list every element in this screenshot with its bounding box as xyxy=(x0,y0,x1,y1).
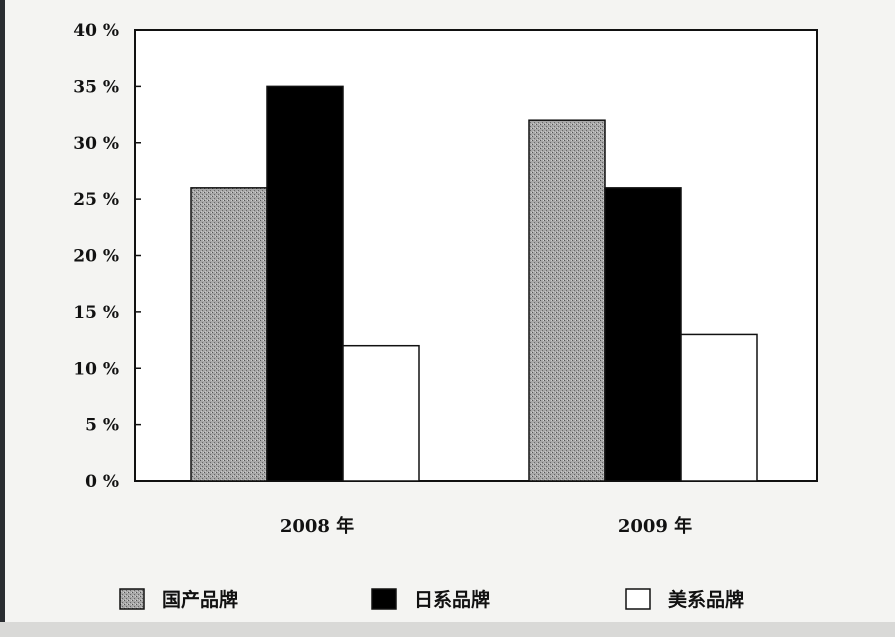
bar-1-0 xyxy=(528,119,606,482)
y-tick-label: 15 % xyxy=(73,303,119,323)
bar-0-0 xyxy=(190,187,268,482)
x-category-label: 2008 年 xyxy=(280,515,354,537)
bar-1-2 xyxy=(680,333,758,482)
y-tick-label: 10 % xyxy=(73,359,119,379)
bar-0-1 xyxy=(266,85,344,482)
y-tick-label: 5 % xyxy=(85,416,119,436)
legend-label-1: 日系品牌 xyxy=(414,588,490,611)
window-edge-bottom xyxy=(0,622,895,637)
window-edge-left xyxy=(0,0,5,637)
bar-group xyxy=(190,85,758,482)
legend-swatch-0 xyxy=(119,588,145,610)
legend-label-0: 国产品牌 xyxy=(162,588,238,611)
legend: 国产品牌 日系品牌 美系品牌 xyxy=(119,588,744,611)
legend-label-2: 美系品牌 xyxy=(668,588,744,611)
y-tick-label: 30 % xyxy=(73,134,119,154)
y-tick-label: 35 % xyxy=(73,77,119,97)
x-axis: 2008 年 2009 年 xyxy=(280,515,692,537)
y-tick-label: 20 % xyxy=(73,247,119,267)
y-tick-label: 25 % xyxy=(73,190,119,210)
x-category-label: 2009 年 xyxy=(618,515,692,537)
bar-1-1 xyxy=(604,187,682,482)
y-tick-label: 0 % xyxy=(85,472,119,492)
y-tick-label: 40 % xyxy=(73,21,119,41)
legend-swatch-2 xyxy=(625,588,651,610)
y-axis: 0 % 5 % 10 % 15 % 20 % 25 % 30 % 35 % 40 % xyxy=(73,21,141,492)
bar-0-2 xyxy=(342,344,420,482)
legend-swatch-1 xyxy=(371,588,397,610)
